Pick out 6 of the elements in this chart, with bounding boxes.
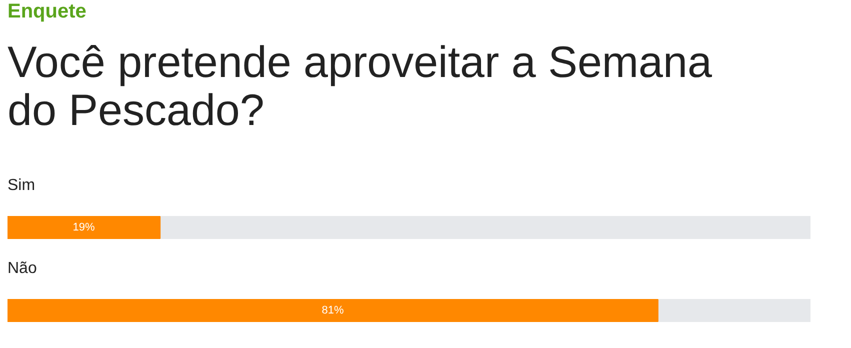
data-label: 19% — [72, 222, 96, 234]
y-tick-label: Sim — [8, 177, 36, 194]
chart-subtitle: Enquete — [8, 0, 86, 22]
y-tick-label: Não — [8, 260, 37, 277]
data-label: 81% — [322, 304, 344, 316]
chart-title: Você pretende aproveitar a Semana do Pescado? — [8, 38, 712, 135]
